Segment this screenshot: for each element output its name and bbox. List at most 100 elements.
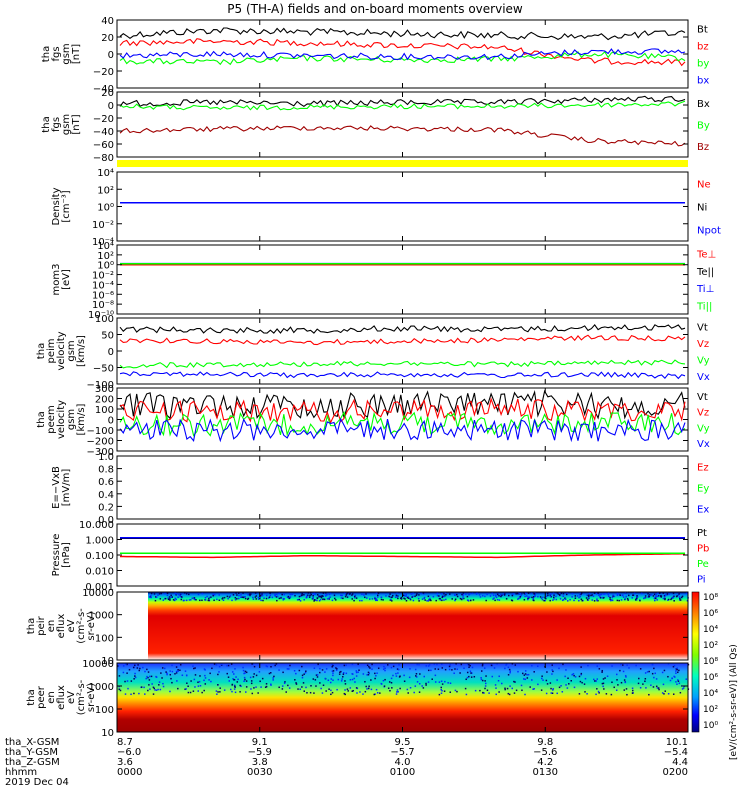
x-tick-value: 3.6 [117, 757, 133, 768]
legend-Pb: Pb [697, 543, 709, 554]
svg-text:eV: eV [66, 691, 77, 704]
plot-title: P5 (TH-A) fields and on-board moments ov… [227, 2, 523, 16]
tick-label: −100 [87, 426, 114, 437]
tick-label: 1.000 [85, 536, 114, 547]
panel-7: 1.0 0.80.6 0.40.2 0.0 E=−VxB [mV/m] Ez Ey Ex [51, 452, 709, 526]
svg-text:sr-eV): sr-eV) [86, 683, 97, 712]
svg-text:peer: peer [36, 685, 47, 709]
series-line-Vt [119, 324, 686, 334]
tick-label: −60 [93, 140, 114, 151]
tick-label: 10⁰ [97, 203, 114, 214]
x-tick-value: 8.7 [117, 737, 133, 748]
legend-Vz: Vz [697, 339, 709, 350]
tick-label: −40 [93, 84, 114, 95]
tick-label: 0 [108, 347, 114, 358]
svg-text:[nPa]: [nPa] [61, 542, 72, 568]
tick-label: 10² [97, 251, 114, 262]
tick-label: 0.001 [85, 582, 114, 593]
svg-text:sr-eV): sr-eV) [86, 611, 97, 640]
x-tick-value: 10.1 [666, 737, 688, 748]
tick-label: −40 [93, 127, 114, 138]
x-tick-value: −5.9 [248, 747, 272, 758]
svg-text:eflux: eflux [56, 614, 67, 639]
colorbar-tick: 10² [703, 705, 718, 715]
tick-label: 10⁻⁶ [92, 290, 114, 301]
svg-text:tha: tha [41, 116, 52, 132]
x-tick-value: −5.4 [664, 747, 688, 758]
spectrogram [117, 663, 688, 732]
colorbar [691, 591, 700, 733]
legend-Vy: Vy [697, 355, 710, 366]
tick-label: 10000 [82, 659, 114, 670]
x-tick-value: 0100 [390, 767, 415, 778]
x-row-label: tha_Y-GSM [5, 747, 58, 758]
svg-text:peir: peir [36, 615, 47, 635]
spectrogram [117, 592, 688, 660]
tick-label: 10 [101, 656, 114, 667]
tick-label: 0.100 [85, 551, 114, 562]
svg-text:(cm²-s-: (cm²-s- [76, 608, 87, 644]
y-axis-label: tha peem velocity gsm [km/s] [36, 400, 87, 439]
legend-Ne: Ne [697, 180, 711, 191]
tick-label: −80 [93, 153, 114, 164]
svg-text:gsm: gsm [66, 340, 77, 361]
legend-Vy: Vy [697, 423, 710, 434]
legend-Ey: Ey [697, 484, 709, 495]
tick-label: −20 [93, 114, 114, 125]
tick-label: 10² [97, 185, 114, 196]
tick-label: 10⁻² [92, 271, 114, 282]
svg-text:peem: peem [46, 405, 57, 433]
y-axis-label: E=−VxB [mV/m] [51, 466, 72, 509]
series-line-Bz [119, 125, 686, 147]
legend-bz: bz [697, 42, 709, 53]
tick-label: 1.0 [98, 452, 114, 463]
x-tick-value: 9.8 [537, 737, 553, 748]
svg-text:[eV]: [eV] [61, 269, 72, 290]
x-tick-value: 4.0 [395, 757, 411, 768]
tick-label: 0.2 [98, 502, 114, 513]
x-tick-value: 4.4 [672, 757, 688, 768]
series-line-Vy [119, 359, 686, 369]
colorbar-tick: 10⁶ [703, 673, 718, 683]
x-row-label: hhmm [5, 767, 37, 778]
panel-3: 10⁴ 10² 10⁰ 10⁻² 10⁻⁴ Density [cm⁻³] Ne Ni Npot [51, 168, 721, 248]
legend-Vz: Vz [697, 408, 709, 419]
y-axis-label: mom3 [eV] [51, 264, 72, 296]
legend-By: By [697, 121, 710, 132]
tick-label: 0.8 [98, 465, 114, 476]
series-line-Vt [119, 389, 686, 420]
x-row-label: tha_X-GSM [5, 737, 59, 748]
svg-text:en: en [46, 620, 57, 633]
tick-label: 300 [95, 384, 114, 395]
tick-label: 50 [101, 331, 114, 342]
legend-bx: bx [697, 76, 709, 87]
series-line-Vy [119, 410, 686, 437]
tick-label: 1000 [89, 682, 114, 693]
status-flag-bar [117, 160, 688, 167]
svg-text:(cm²-s-: (cm²-s- [76, 679, 87, 715]
legend-Ex: Ex [697, 505, 709, 516]
svg-text:Density: Density [51, 187, 62, 225]
tick-label: 10⁻⁴ [92, 280, 114, 291]
series-line-Vz [119, 397, 686, 424]
y-axis-label: tha fgs gsm [nT] [41, 43, 82, 64]
tick-label: 10.000 [79, 520, 114, 531]
series-line-bx [119, 48, 686, 61]
x-tick-value: 0130 [533, 767, 558, 778]
tick-label: 100 [95, 314, 114, 325]
x-row-label: 2019 Dec 04 [5, 777, 69, 788]
legend-Te⊥: Te⊥ [696, 250, 716, 261]
svg-text:velocity: velocity [56, 331, 67, 370]
tick-label: 0.0 [98, 515, 114, 526]
svg-text:fgs: fgs [51, 46, 62, 61]
x-tick-value: 9.5 [395, 737, 411, 748]
tick-label: 10⁻⁴ [92, 237, 114, 248]
svg-text:[nT]: [nT] [71, 44, 82, 64]
svg-text:Pressure: Pressure [51, 534, 62, 577]
x-tick-value: 4.2 [537, 757, 553, 768]
tick-label: −200 [87, 437, 114, 448]
svg-text:E=−VxB: E=−VxB [51, 466, 62, 509]
tick-label: 100 [95, 705, 114, 716]
